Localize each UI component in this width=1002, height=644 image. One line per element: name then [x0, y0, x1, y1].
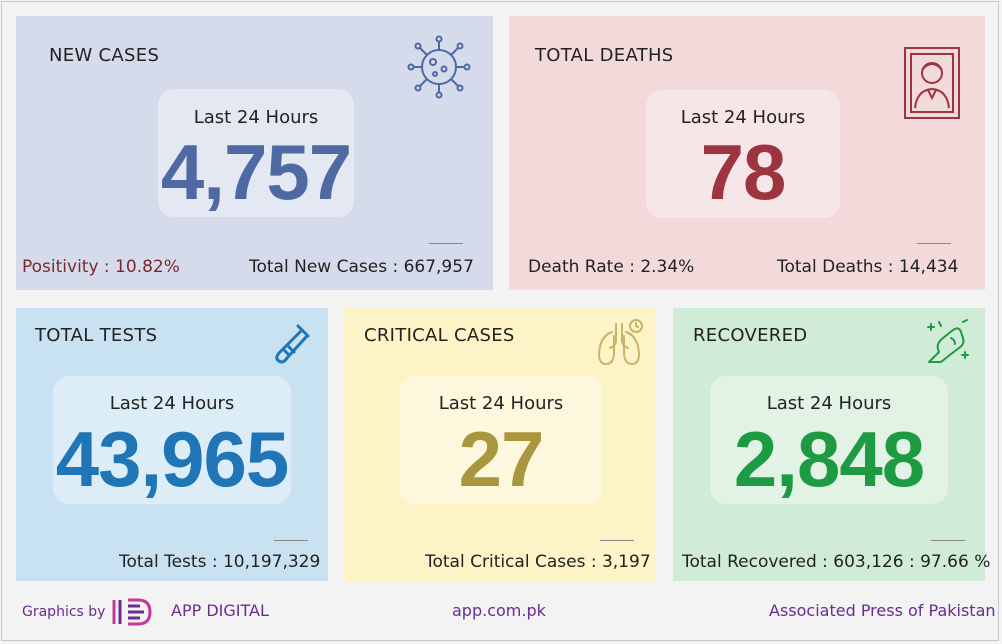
new-cases-panel: Last 24 Hours 4,757 — [158, 89, 354, 217]
recovered-footer: Total Recovered : 603,126 : 97.66 % — [682, 552, 991, 572]
total-tests-period: Last 24 Hours — [109, 393, 235, 414]
divider — [931, 540, 965, 541]
positivity-label: Positivity : 10.82% — [22, 257, 180, 277]
portrait-icon — [904, 47, 960, 119]
total-deaths-period: Last 24 Hours — [680, 107, 806, 128]
total-deaths-panel: Last 24 Hours 78 — [646, 90, 840, 218]
test-tube-icon — [275, 324, 310, 364]
death-rate-label: Death Rate : 2.34% — [528, 257, 695, 277]
card-new-cases: NEW CASES Last 24 Hours 4,757 Positivity… — [16, 16, 493, 290]
graphics-by-label: Graphics by — [22, 604, 106, 620]
total-tests-value: 43,965 — [55, 415, 290, 503]
divider — [600, 540, 634, 541]
total-deaths-label: Total Deaths : 14,434 — [777, 257, 959, 277]
strong-arm-icon — [927, 319, 969, 363]
total-new-cases-label: Total New Cases : 667,957 — [249, 257, 474, 277]
critical-cases-footer: Total Critical Cases : 3,197 — [425, 552, 651, 572]
card-recovered: RECOVERED Last 24 Hours 2,848 Total Reco… — [673, 308, 990, 581]
total-tests-panel: Last 24 Hours 43,965 — [53, 376, 291, 504]
critical-cases-panel: Last 24 Hours 27 — [400, 376, 602, 504]
recovered-panel: Last 24 Hours 2,848 — [710, 376, 948, 504]
new-cases-title: NEW CASES — [49, 45, 160, 66]
lungs-icon — [597, 319, 643, 366]
critical-cases-title: CRITICAL CASES — [364, 325, 515, 346]
website-link[interactable]: app.com.pk — [452, 601, 546, 620]
recovered-period: Last 24 Hours — [766, 393, 892, 414]
brand-name: APP DIGITAL — [171, 601, 269, 620]
virus-icon — [407, 35, 471, 99]
divider — [917, 243, 951, 244]
divider — [429, 243, 463, 244]
critical-cases-period: Last 24 Hours — [438, 393, 564, 414]
agency-name: Associated Press of Pakistan — [769, 601, 996, 620]
card-total-deaths: TOTAL DEATHS Last 24 Hours 78 Death Rate… — [509, 16, 985, 290]
recovered-value: 2,848 — [733, 415, 925, 503]
new-cases-period: Last 24 Hours — [193, 107, 319, 128]
divider — [274, 540, 308, 541]
card-critical-cases: CRITICAL CASES Last 24 Hours 27 Total Cr… — [344, 308, 656, 581]
card-total-tests: TOTAL TESTS Last 24 Hours 43,965 Total T… — [16, 308, 328, 581]
total-tests-title: TOTAL TESTS — [35, 325, 158, 346]
total-deaths-title: TOTAL DEATHS — [535, 45, 674, 66]
total-tests-footer: Total Tests : 10,197,329 — [119, 552, 321, 572]
total-deaths-value: 78 — [700, 128, 787, 216]
critical-cases-value: 27 — [458, 415, 545, 503]
app-digital-logo — [112, 598, 152, 626]
recovered-title: RECOVERED — [693, 325, 808, 346]
new-cases-value: 4,757 — [160, 128, 352, 216]
